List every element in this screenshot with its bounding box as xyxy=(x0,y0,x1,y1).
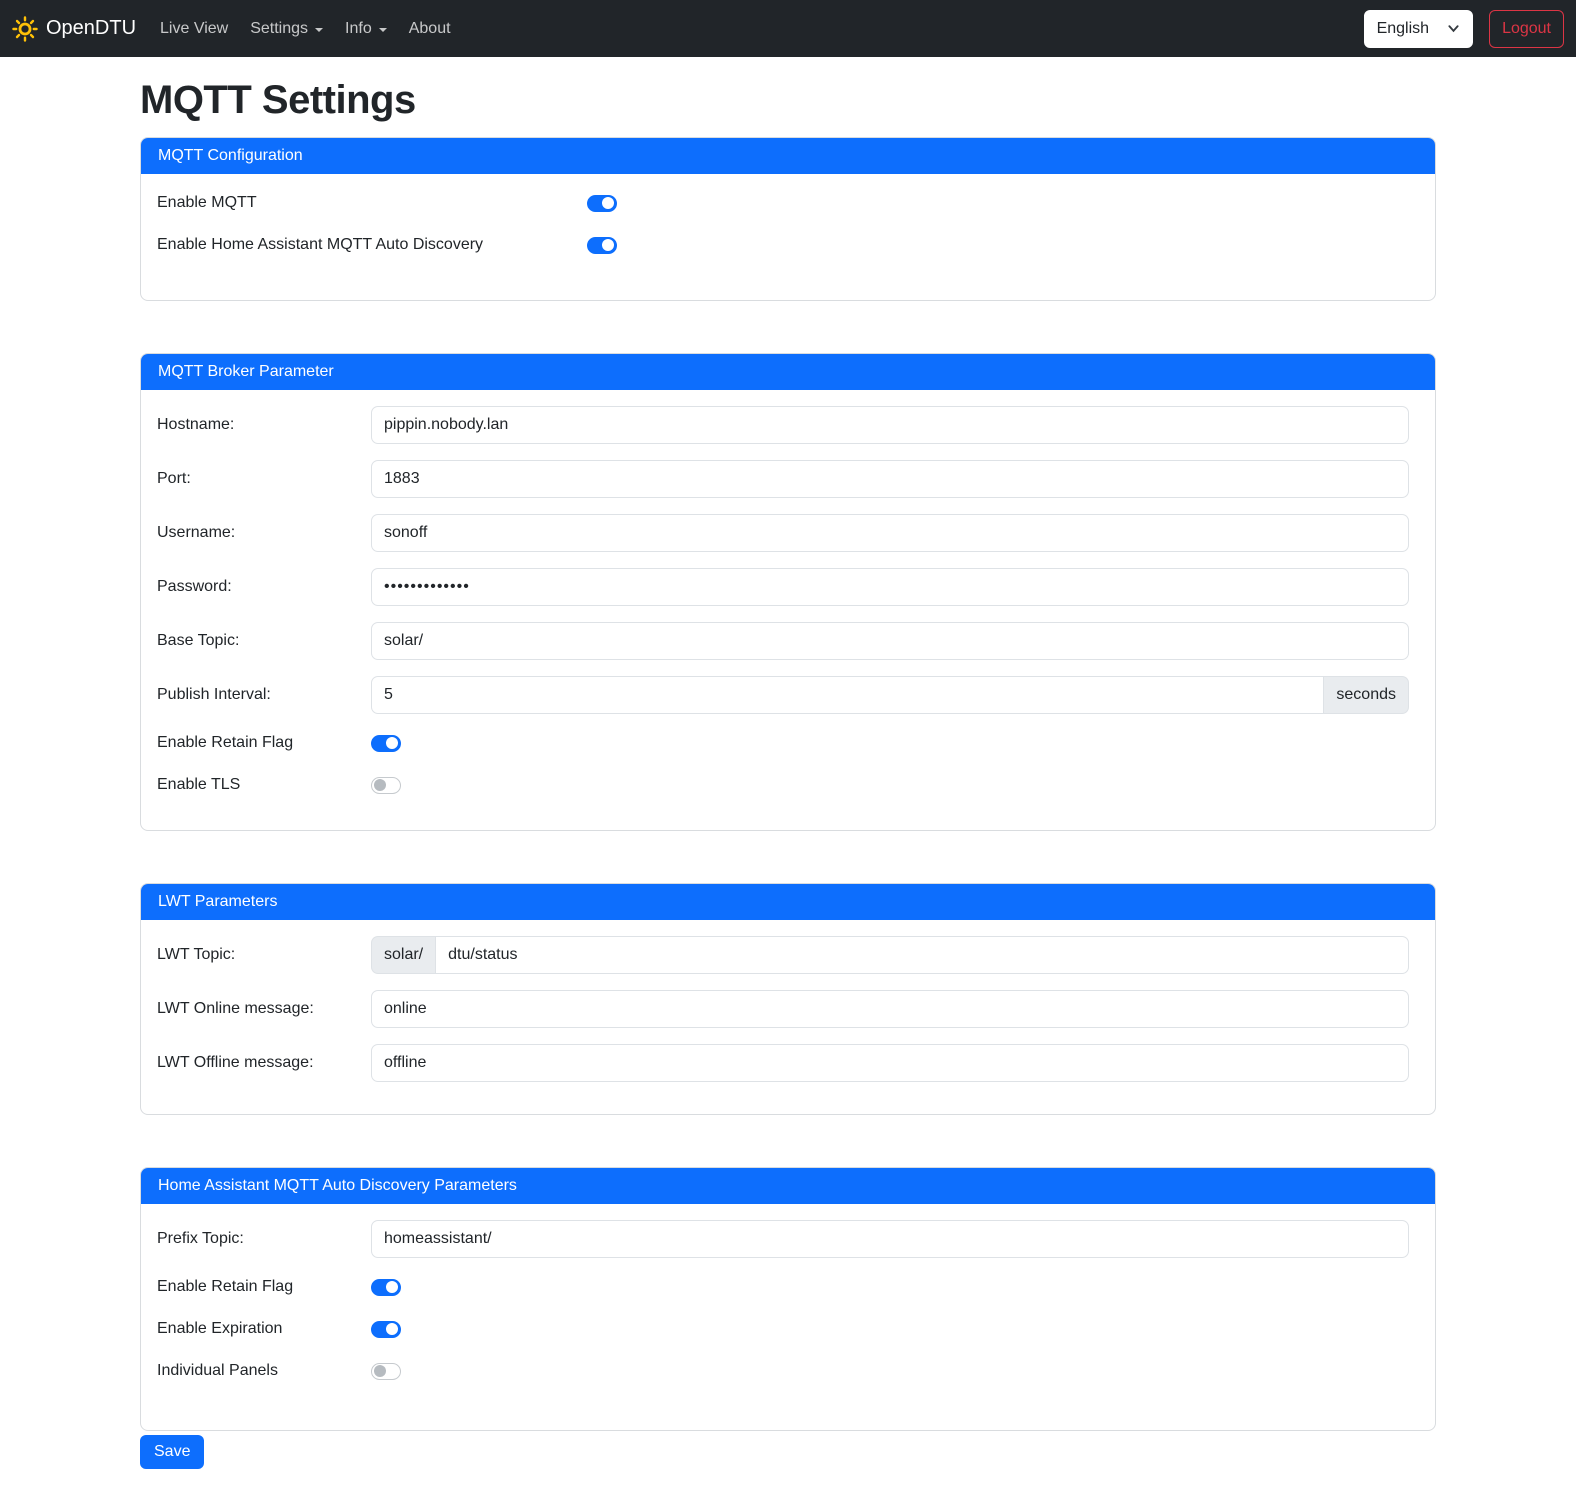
broker-retain-row: Enable Retain Flag xyxy=(157,730,1419,756)
lwt-topic-label: LWT Topic: xyxy=(157,946,236,963)
main-content: MQTT Settings MQTT Configuration Enable … xyxy=(128,78,1448,1495)
individual-panels-toggle[interactable] xyxy=(371,1362,401,1380)
caret-down-icon xyxy=(315,27,324,32)
ha-expiration-row: Enable Expiration xyxy=(157,1316,1419,1342)
navbar-right: English Logout xyxy=(1363,9,1564,48)
ha-expiration-label: Enable Expiration xyxy=(157,1320,283,1337)
hostname-row: Hostname: xyxy=(157,406,1419,444)
save-button[interactable]: Save xyxy=(140,1435,205,1469)
card-mqtt-configuration: MQTT Configuration Enable MQTT Enable Ho… xyxy=(140,137,1436,301)
sun-icon xyxy=(12,15,38,42)
lwt-topic-input[interactable] xyxy=(435,936,1409,974)
lwt-online-row: LWT Online message: xyxy=(157,990,1419,1028)
publish-interval-label: Publish Interval: xyxy=(157,686,271,703)
enable-ha-discovery-toggle[interactable] xyxy=(587,236,617,254)
password-label: Password: xyxy=(157,578,232,595)
page-title: MQTT Settings xyxy=(140,78,416,122)
username-row: Username: xyxy=(157,514,1419,552)
chevron-down-icon xyxy=(1447,22,1460,35)
ha-retain-toggle[interactable] xyxy=(371,1278,401,1296)
lwt-topic-prefix-addon: solar/ xyxy=(371,936,436,974)
enable-tls-row: Enable TLS xyxy=(157,772,1419,798)
prefix-topic-row: Prefix Topic: xyxy=(157,1220,1419,1258)
ha-expiration-toggle[interactable] xyxy=(371,1320,401,1338)
language-selected-value: English xyxy=(1376,19,1430,37)
base-topic-row: Base Topic: xyxy=(157,622,1419,660)
enable-tls-toggle[interactable] xyxy=(371,776,401,794)
enable-mqtt-toggle[interactable] xyxy=(587,194,617,212)
username-label: Username: xyxy=(157,524,236,541)
password-input[interactable] xyxy=(371,568,1409,606)
card-broker-parameter-header: MQTT Broker Parameter xyxy=(141,354,1435,390)
card-ha-discovery: Home Assistant MQTT Auto Discovery Param… xyxy=(140,1167,1436,1431)
enable-mqtt-label: Enable MQTT xyxy=(157,194,257,211)
nav-item-info[interactable]: Info xyxy=(337,12,395,46)
ha-retain-row: Enable Retain Flag xyxy=(157,1274,1419,1300)
nav-links: Live View Settings Info About xyxy=(152,12,465,46)
nav-item-settings[interactable]: Settings xyxy=(242,12,331,46)
brand-label: OpenDTU xyxy=(46,17,137,39)
enable-tls-label: Enable TLS xyxy=(157,776,241,793)
lwt-online-label: LWT Online message: xyxy=(157,1000,314,1017)
card-broker-parameter: MQTT Broker Parameter Hostname: Port: Us… xyxy=(140,353,1436,831)
individual-panels-row: Individual Panels xyxy=(157,1358,1419,1384)
card-lwt-parameters-header: LWT Parameters xyxy=(141,884,1435,920)
nav-item-about[interactable]: About xyxy=(408,19,451,37)
logout-button[interactable]: Logout xyxy=(1489,9,1564,48)
port-label: Port: xyxy=(157,470,191,487)
nav-item-live-view[interactable]: Live View xyxy=(160,19,229,37)
card-mqtt-configuration-header: MQTT Configuration xyxy=(141,138,1435,174)
username-input[interactable] xyxy=(371,514,1409,552)
broker-retain-toggle[interactable] xyxy=(371,734,401,752)
hostname-input[interactable] xyxy=(371,406,1409,444)
lwt-offline-row: LWT Offline message: xyxy=(157,1044,1419,1082)
lwt-topic-row: LWT Topic: solar/ xyxy=(157,936,1419,974)
lwt-offline-label: LWT Offline message: xyxy=(157,1054,314,1071)
seconds-addon: seconds xyxy=(1324,676,1409,714)
hostname-label: Hostname: xyxy=(157,416,235,433)
publish-interval-input[interactable] xyxy=(371,676,1325,714)
password-row: Password: xyxy=(157,568,1419,606)
prefix-topic-input[interactable] xyxy=(371,1220,1409,1258)
lwt-online-input[interactable] xyxy=(371,990,1409,1028)
lwt-offline-input[interactable] xyxy=(371,1044,1409,1082)
base-topic-input[interactable] xyxy=(371,622,1409,660)
card-ha-discovery-header: Home Assistant MQTT Auto Discovery Param… xyxy=(141,1168,1435,1204)
language-select[interactable]: English xyxy=(1363,9,1474,48)
brand-link[interactable]: OpenDTU xyxy=(12,15,137,42)
enable-ha-discovery-row: Enable Home Assistant MQTT Auto Discover… xyxy=(157,232,1419,258)
caret-down-icon xyxy=(378,27,387,32)
port-row: Port: xyxy=(157,460,1419,498)
navbar: OpenDTU Live View Settings Info About En… xyxy=(0,0,1576,57)
base-topic-label: Base Topic: xyxy=(157,632,240,649)
port-input[interactable] xyxy=(371,460,1409,498)
individual-panels-label: Individual Panels xyxy=(157,1362,278,1379)
broker-retain-label: Enable Retain Flag xyxy=(157,734,294,751)
ha-retain-label: Enable Retain Flag xyxy=(157,1278,294,1295)
prefix-topic-label: Prefix Topic: xyxy=(157,1230,244,1247)
card-lwt-parameters: LWT Parameters LWT Topic: solar/ LWT Onl… xyxy=(140,883,1436,1115)
enable-ha-discovery-label: Enable Home Assistant MQTT Auto Discover… xyxy=(157,236,484,253)
enable-mqtt-row: Enable MQTT xyxy=(157,190,1419,216)
publish-interval-row: Publish Interval: seconds xyxy=(157,676,1419,714)
